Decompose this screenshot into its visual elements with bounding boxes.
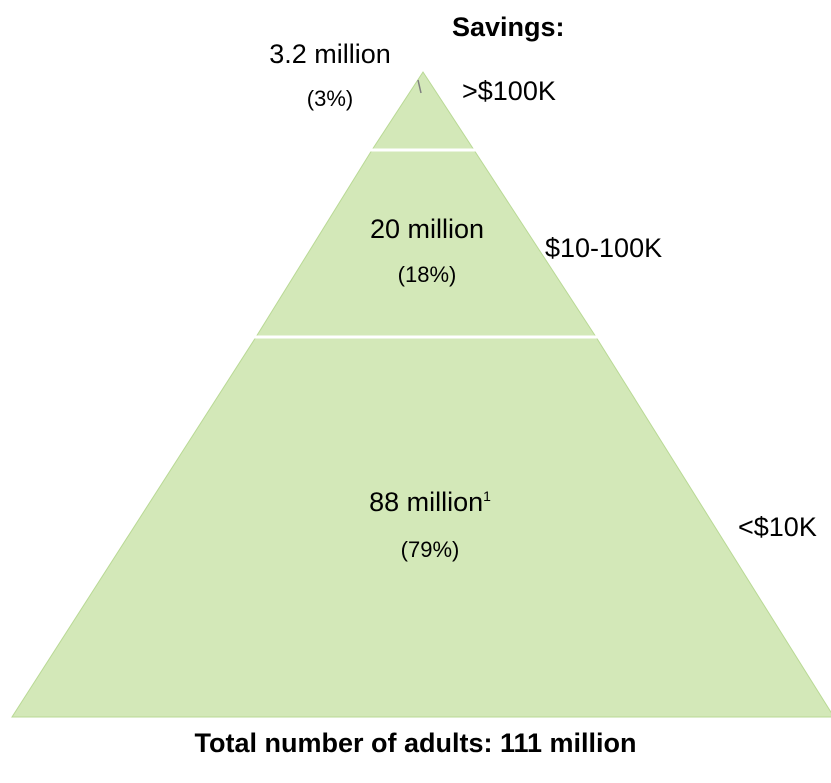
tier-middle-share: (18%) [397,262,457,287]
pyramid-tier-bottom [11,336,831,718]
savings-heading: Savings: [452,12,565,42]
tier-middle-savings: $10-100K [545,233,663,263]
tier-bottom-population-text: 88 million [369,487,484,517]
tier-middle-population: 20 million [369,214,485,244]
tier-top-population: 3.2 million [269,39,391,69]
tier-bottom-savings-text: <$10K [738,512,817,542]
footnote-marker: 1 [483,488,491,504]
tier-bottom-savings: <$10K [738,512,817,543]
leader-line [417,79,422,94]
tier-top-savings: >$100K [462,76,556,106]
tier-top-share: (3%) [306,86,354,111]
tier-bottom-share: (79%) [400,537,460,562]
tier-bottom-population: 88 million1 [330,487,530,518]
total-adults: Total number of adults: 111 million [194,728,637,758]
